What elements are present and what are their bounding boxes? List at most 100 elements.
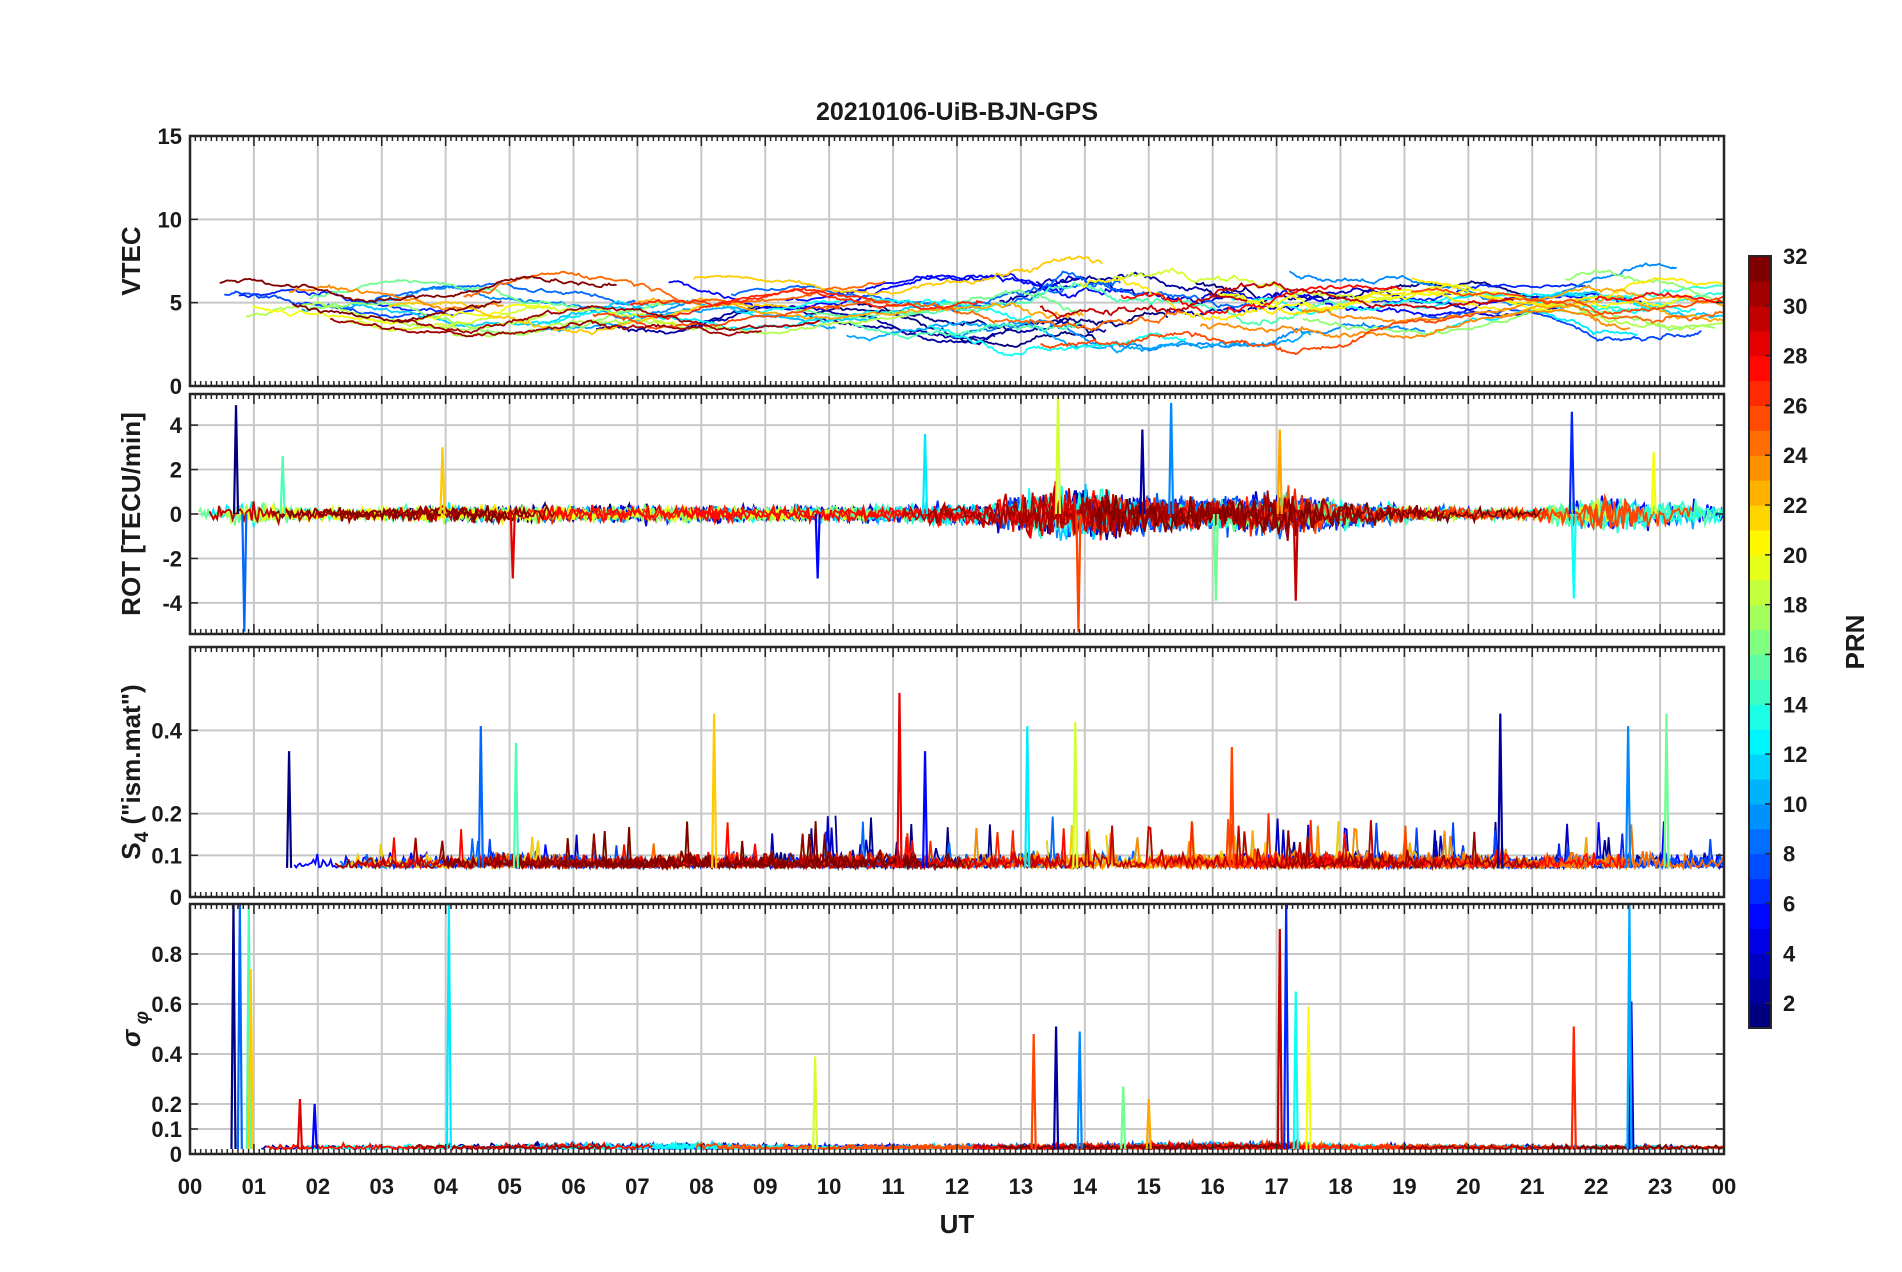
panel-vtec-ylabel: VTEC	[116, 226, 146, 296]
spike-rot-10	[1168, 402, 1175, 515]
spike-rot-12	[1276, 429, 1283, 515]
colorbar-step-4	[1749, 928, 1771, 954]
spike-sigma_phi-1	[236, 904, 243, 1150]
colorbar-step-5	[1749, 903, 1771, 929]
prn-6-trace	[238, 288, 477, 317]
panel-vtec: 0 5 10 15 VTEC	[116, 124, 1726, 399]
prn-32-trace	[271, 505, 531, 524]
prn-32-trace	[1094, 495, 1543, 538]
colorbar-step-10	[1749, 778, 1771, 805]
x-tick-17: 17	[1264, 1174, 1288, 1199]
colorbar-step-13	[1749, 704, 1771, 730]
colorbar-tick-11: 24	[1783, 443, 1808, 468]
prn-27-trace	[629, 288, 983, 311]
x-tick-14: 14	[1073, 1174, 1098, 1199]
spike-rot-9	[1139, 429, 1146, 515]
colorbar-step-9	[1749, 803, 1771, 830]
x-tick-16: 16	[1200, 1174, 1224, 1199]
prn-31-trace	[330, 318, 762, 338]
spike-s4-9	[1497, 713, 1504, 868]
spike-sigma_phi-7	[812, 1056, 819, 1150]
spike-sigma_phi-3	[247, 968, 254, 1150]
prn-31-trace	[1268, 830, 1541, 872]
spike-sigma_phi-11	[1120, 1086, 1127, 1150]
panel-rot-ytick-4: 4	[170, 413, 183, 438]
prn-32-trace	[291, 300, 502, 324]
colorbar-tick-15: 32	[1783, 244, 1807, 269]
x-tick-8: 08	[689, 1174, 713, 1199]
spike-sigma_phi-4	[296, 1098, 304, 1150]
spike-rot-1	[241, 513, 248, 632]
colorbar-step-6	[1749, 878, 1771, 905]
colorbar-tick-9: 20	[1783, 543, 1807, 568]
colorbar-step-25	[1749, 405, 1771, 431]
panel-sigma_phi-ytick-1: 0.1	[151, 1117, 182, 1142]
panel-vtec-ytick-0: 0	[170, 374, 182, 399]
panel-s4-ytick-0: 0	[170, 885, 182, 910]
spike-s4-5	[921, 751, 929, 868]
x-tick-6: 06	[561, 1174, 585, 1199]
x-tick-5: 05	[497, 1174, 521, 1199]
prn-24-trace	[1199, 308, 1631, 340]
panel-s4-ylabel: S4 ("ism.mat")	[116, 684, 153, 859]
spike-rot-8	[1075, 513, 1082, 632]
colorbar-step-1	[1749, 1003, 1771, 1029]
prn-32-trace	[1550, 1142, 1724, 1151]
spike-rot-6	[921, 433, 929, 515]
colorbar-step-26	[1749, 380, 1771, 407]
spike-s4-3	[711, 713, 718, 868]
spike-s4-0	[285, 751, 293, 868]
colorbar-tick-10: 22	[1783, 493, 1807, 518]
panel-s4-ytick-3: 0.4	[151, 718, 182, 743]
colorbar-step-2	[1749, 978, 1771, 1004]
panel-vtec-ticks	[189, 136, 1725, 386]
spike-sigma_phi-13	[1276, 928, 1283, 1150]
spike-rot-11	[1212, 513, 1219, 601]
colorbar-tick-3: 8	[1783, 842, 1795, 867]
spike-s4-7	[1072, 721, 1079, 868]
colorbar-tick-7: 16	[1783, 642, 1807, 667]
panel-s4-ytick-2: 0.2	[151, 802, 182, 827]
prn-2-trace	[680, 304, 1107, 346]
panel-sigma_phi-ytick-4: 0.6	[151, 992, 182, 1017]
prn-12-trace	[531, 308, 879, 331]
x-tick-4: 04	[433, 1174, 458, 1199]
prn-2-trace	[999, 271, 1242, 305]
prn-30-trace	[1208, 281, 1514, 310]
colorbar-tick-5: 12	[1783, 742, 1807, 767]
x-tick-7: 07	[625, 1174, 649, 1199]
colorbar-label: PRN	[1840, 615, 1870, 670]
spike-rot-2	[279, 456, 286, 515]
spike-s4-10	[1625, 726, 1632, 868]
spike-rot-13	[1292, 513, 1299, 601]
x-tick-20: 20	[1456, 1174, 1480, 1199]
x-tick-9: 09	[753, 1174, 777, 1199]
colorbar-tick-4: 10	[1783, 792, 1807, 817]
colorbar-step-14	[1749, 679, 1771, 705]
colorbar-step-28	[1749, 330, 1771, 357]
prn-24-trace	[1300, 303, 1525, 324]
spike-sigma_phi-9	[1052, 1026, 1060, 1150]
x-tick-22: 22	[1584, 1174, 1608, 1199]
panel-s4-traces	[285, 692, 1724, 872]
prn-15-trace	[885, 281, 1349, 326]
prn-13-trace	[928, 324, 1187, 358]
colorbar-step-21	[1749, 505, 1771, 531]
x-tick-15: 15	[1137, 1174, 1161, 1199]
panel-sigma_phi-ylabel: σ φ	[116, 1011, 153, 1047]
prn-27-trace	[636, 286, 891, 321]
prn-11-trace	[608, 299, 976, 322]
spike-s4-11	[1663, 713, 1670, 868]
spike-rot-0	[232, 405, 240, 515]
prn-31-trace	[396, 304, 821, 335]
spike-rot-16	[1650, 451, 1657, 515]
x-tick-24: 00	[1712, 1174, 1736, 1199]
prn-32-trace	[440, 827, 920, 872]
prn-28-trace	[690, 490, 1114, 539]
panel-sigma_phi-ytick-3: 0.4	[151, 1042, 182, 1067]
panel-vtec-ytick-2: 10	[158, 207, 182, 232]
colorbar-step-22	[1749, 480, 1771, 506]
x-tick-12: 12	[945, 1174, 969, 1199]
